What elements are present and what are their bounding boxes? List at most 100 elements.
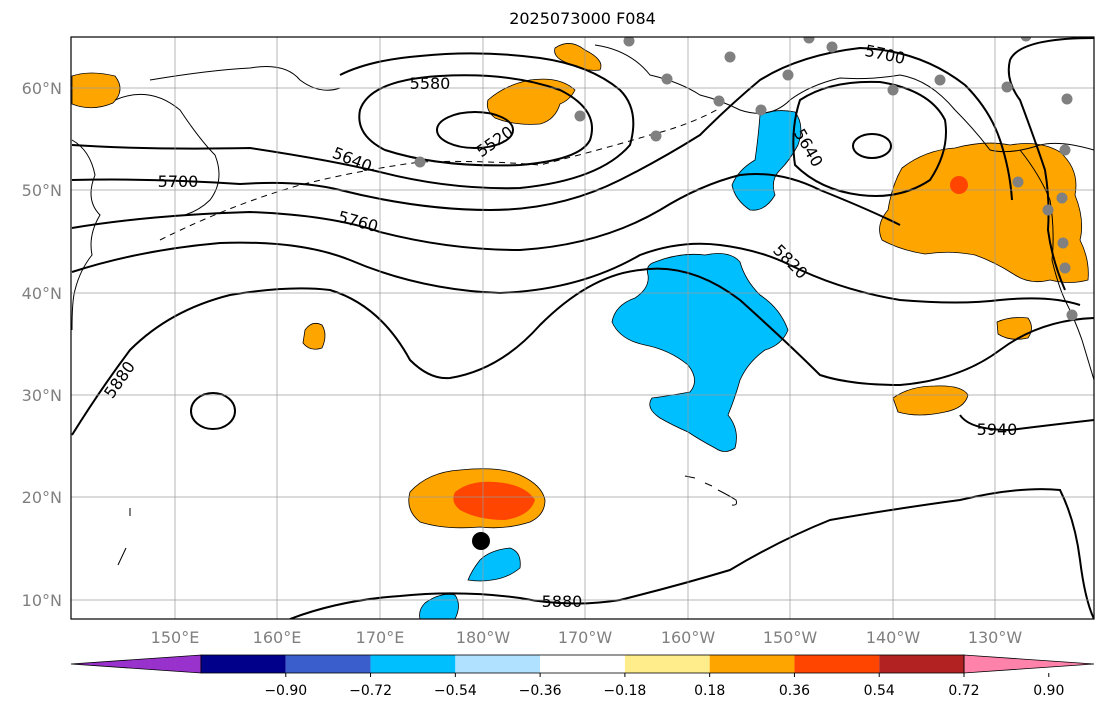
colorbar-tick-label: −0.54 <box>434 683 477 699</box>
contour-5700 <box>71 46 1013 212</box>
contour-5640-west <box>71 52 635 190</box>
station-marker <box>724 51 736 63</box>
colorbar-segment <box>709 655 795 673</box>
contour-small-high <box>190 392 236 430</box>
station-marker <box>713 95 725 107</box>
colorbar-segment <box>201 655 286 673</box>
siberia-coastline <box>149 66 341 91</box>
colorbar: −0.90 −0.72 −0.54 −0.36 −0.18 0.18 0.36 0.54 0.7… <box>70 654 1095 699</box>
station-marker <box>1059 262 1071 274</box>
colorbar-tick-label: 0.54 <box>864 683 895 699</box>
lon-tick-label: 180°W <box>456 628 511 647</box>
lat-tick-label: 30°N <box>22 386 62 405</box>
contour-5880-south <box>289 488 1094 619</box>
negative-anomaly-patch <box>731 110 802 211</box>
station-marker <box>803 37 815 44</box>
station-marker <box>782 69 794 81</box>
colorbar-tick-label: 0.18 <box>694 683 725 699</box>
colorbar-tick-label: 0.36 <box>779 683 810 699</box>
anomaly-shading <box>71 43 1089 619</box>
colorbar-tick-label: 0.90 <box>1033 683 1064 699</box>
colorbar-tick-label: −0.18 <box>603 683 646 699</box>
contour-low-center-east <box>852 133 892 159</box>
lon-tick-label: 150°E <box>151 628 200 647</box>
positive-anomaly-patch <box>302 322 326 350</box>
station-marker <box>826 41 838 53</box>
colorbar-segment <box>285 655 371 673</box>
station-marker <box>1066 309 1078 321</box>
lon-tick-label: 150°W <box>763 628 818 647</box>
positive-anomaly-patch <box>71 72 121 109</box>
colorbar-segment <box>624 655 710 673</box>
lon-tick-label: 160°W <box>661 628 716 647</box>
colorbar-segment <box>455 655 541 673</box>
contour-labels: 5580552056405700576056405700582058805940… <box>100 41 1018 611</box>
contour-5880 <box>71 267 1094 436</box>
positive-anomaly-patch <box>996 317 1032 340</box>
coastlines <box>71 44 1094 566</box>
colorbar-extend-high <box>963 654 1095 674</box>
lat-tick-label: 10°N <box>22 591 62 610</box>
colorbar-segment <box>794 655 880 673</box>
map-title: 2025073000 F084 <box>509 9 656 28</box>
map-frame <box>70 36 1095 620</box>
station-marker <box>1057 237 1069 249</box>
lon-tick-label: 140°W <box>866 628 921 647</box>
colorbar-tick-label: 0.72 <box>948 683 979 699</box>
lon-tick-label: 170°E <box>356 628 405 647</box>
contour-north-american-ridge <box>1007 37 1094 291</box>
storm-center-marker <box>472 532 490 550</box>
contour-label: 5760 <box>336 207 380 236</box>
station-marker <box>1059 144 1071 156</box>
aleutian-chain <box>159 107 721 241</box>
asia-coastline <box>71 139 101 331</box>
contour-label: 5940 <box>977 420 1018 439</box>
station-marker <box>1012 176 1024 188</box>
strong-positive-anomaly-patch <box>453 481 535 520</box>
station-marker <box>661 73 673 85</box>
lat-tick-label: 50°N <box>22 181 62 200</box>
colorbar-tick-label: −0.90 <box>264 683 307 699</box>
alaska-coastline <box>594 44 1094 153</box>
colorbar-tick-label: −0.36 <box>519 683 562 699</box>
positive-anomaly-patch <box>486 78 576 125</box>
contour-label: 5880 <box>542 592 583 611</box>
contour-label: 5700 <box>158 172 199 191</box>
station-marker <box>1061 93 1073 105</box>
station-marker <box>755 104 767 116</box>
negative-anomaly-patch <box>611 253 789 452</box>
lat-tick-label: 20°N <box>22 488 62 507</box>
contour-5760 <box>71 173 901 252</box>
lat-lon-gridlines <box>71 37 1094 619</box>
colorbar-segment <box>370 655 456 673</box>
negative-anomaly-patch <box>419 593 459 619</box>
contour-low-center-west <box>436 111 514 149</box>
station-marker <box>887 84 899 96</box>
contour-label: 5700 <box>863 41 907 68</box>
station-marker <box>1056 192 1068 204</box>
contour-5640-east <box>792 80 947 197</box>
lon-tick-label: 170°W <box>558 628 613 647</box>
colorbar-segment <box>879 655 964 673</box>
station-markers <box>414 37 1078 321</box>
hawaii-islands <box>684 475 737 506</box>
lon-tick-label: 130°W <box>968 628 1023 647</box>
station-marker <box>1042 204 1054 216</box>
contour-label: 5640 <box>330 143 375 176</box>
station-marker <box>1001 81 1013 93</box>
station-marker <box>414 156 426 168</box>
colorbar-tick-label: −0.72 <box>349 683 392 699</box>
station-marker <box>934 74 946 86</box>
contour-label: 5580 <box>410 74 451 93</box>
kamchatka-coastline <box>114 93 220 216</box>
highlight-marker <box>950 176 968 194</box>
contour-5580 <box>358 74 593 167</box>
negative-anomaly-patch <box>467 547 521 582</box>
colorbar-extend-low <box>70 654 202 674</box>
positive-anomaly-patch <box>554 43 602 71</box>
pacific-islets <box>117 508 131 566</box>
station-marker <box>623 37 635 47</box>
axis-tick-labels: 150°E 160°E 170°E 180°W 170°W 160°W 150°W 140°W… <box>22 79 1023 647</box>
lat-tick-label: 40°N <box>22 284 62 303</box>
